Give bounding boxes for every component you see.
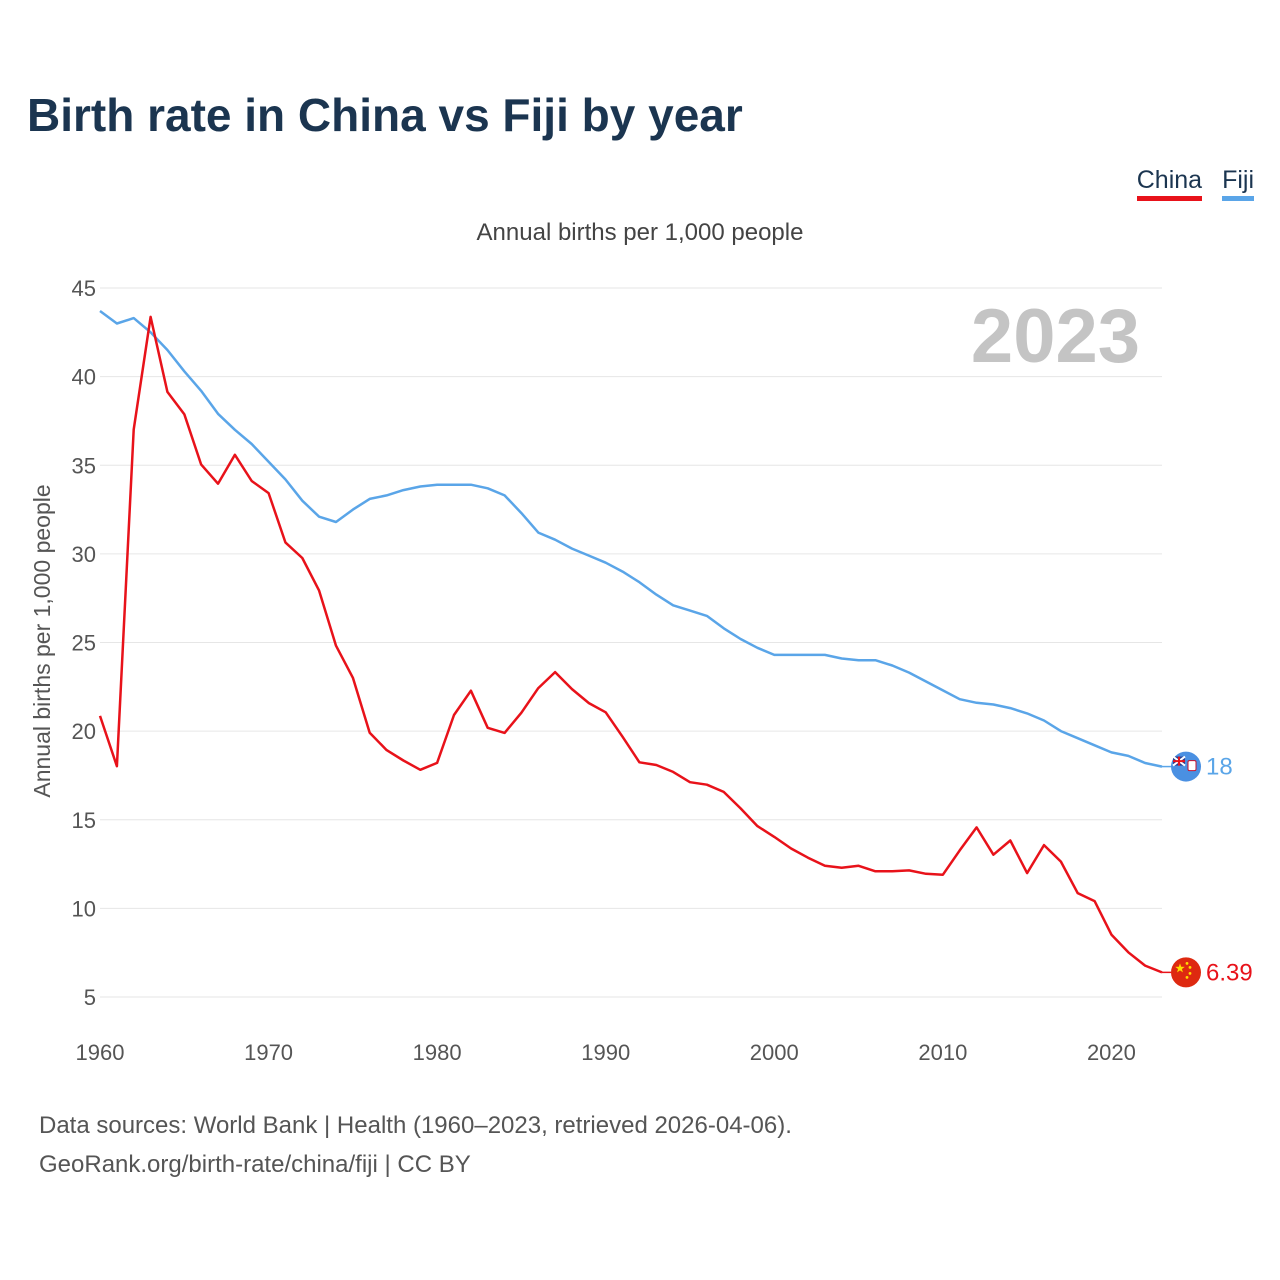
- x-tick-label: 1970: [244, 1040, 293, 1065]
- page-title: Birth rate in China vs Fiji by year: [27, 89, 743, 141]
- legend: China Fiji: [1136, 166, 1254, 201]
- flag-small-star: [1185, 961, 1189, 965]
- china-flag-icon: [1162, 957, 1201, 988]
- y-tick-label: 10: [72, 896, 96, 921]
- x-tick-label: 1990: [581, 1040, 630, 1065]
- chart-subtitle: Annual births per 1,000 people: [477, 219, 804, 246]
- x-tick-label: 1960: [76, 1040, 125, 1065]
- x-tick-label: 1980: [413, 1040, 462, 1065]
- y-tick-label: 15: [72, 808, 96, 833]
- fiji-flag-icon: [1162, 751, 1201, 782]
- x-tick-label: 2020: [1087, 1040, 1136, 1065]
- x-tick-label: 2000: [750, 1040, 799, 1065]
- y-tick-label: 5: [84, 985, 96, 1010]
- y-tick-label: 25: [72, 631, 96, 656]
- series-line-fiji[interactable]: [99, 309, 1163, 768]
- series-line-china[interactable]: [98, 315, 1163, 974]
- y-tick-label: 40: [72, 365, 96, 390]
- data-sources-text: Data sources: World Bank | Health (1960–…: [39, 1112, 792, 1139]
- flag-small-star: [1188, 971, 1192, 975]
- y-axis-title: Annual births per 1,000 people: [29, 484, 55, 797]
- y-tick-label: 20: [72, 719, 96, 744]
- year-watermark: 2023: [971, 294, 1140, 379]
- x-tick-label: 2010: [918, 1040, 967, 1065]
- y-tick-label: 30: [72, 542, 96, 567]
- flag-small-star: [1188, 965, 1192, 969]
- flag-cross: [1173, 756, 1185, 766]
- gridlines: [100, 287, 1162, 998]
- y-tick-label: 45: [72, 276, 96, 301]
- end-value-label: 6.39: [1206, 959, 1253, 986]
- credit-link[interactable]: GeoRank.org/birth-rate/china/fiji | CC B…: [39, 1151, 471, 1178]
- flag-star: [1175, 963, 1185, 973]
- footer: Data sources: World Bank | Health (1960–…: [39, 1106, 792, 1184]
- axis-ticks: 5 10 15 20 25 30 35 40 45 1960 1970 1980 1990 2000 201…: [72, 276, 1136, 1065]
- legend-item-china[interactable]: China: [1136, 166, 1203, 201]
- flag-shield: [1187, 760, 1197, 772]
- end-value-label: 18: [1206, 754, 1233, 781]
- flag-small-star: [1185, 975, 1189, 979]
- legend-item-fiji[interactable]: Fiji: [1222, 166, 1254, 201]
- series-lines: [98, 309, 1163, 974]
- flag-circle: [1171, 957, 1201, 988]
- end-markers: 6.39 18: [1162, 751, 1253, 988]
- y-tick-label: 35: [72, 453, 96, 478]
